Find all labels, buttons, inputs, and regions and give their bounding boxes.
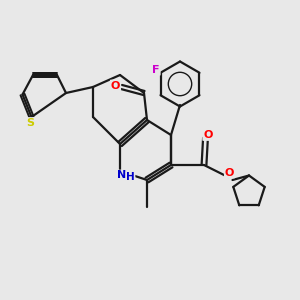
Text: N: N <box>117 170 126 181</box>
Text: H: H <box>126 172 135 182</box>
Text: O: O <box>225 167 234 178</box>
Text: O: O <box>111 80 120 91</box>
Text: S: S <box>26 118 34 128</box>
Text: O: O <box>203 130 213 140</box>
Text: F: F <box>152 65 160 75</box>
